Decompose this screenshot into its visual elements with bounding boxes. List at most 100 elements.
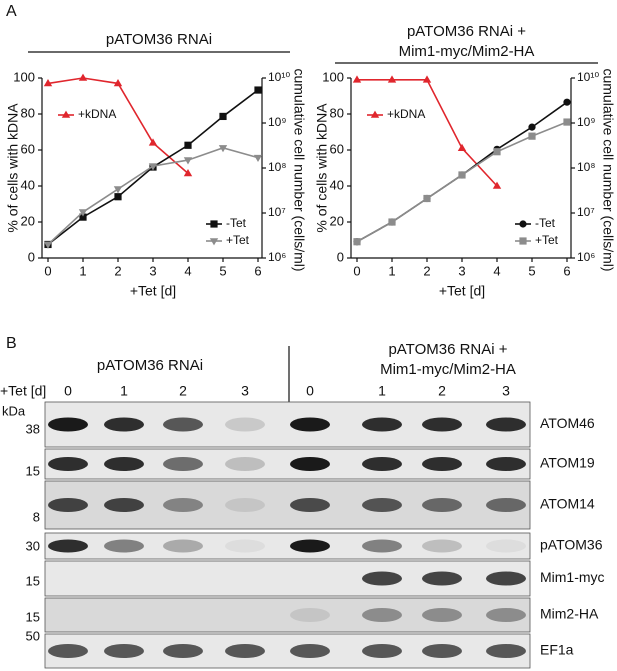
y2-tick-label: 10⁸ (268, 160, 286, 174)
y2-tick-label: 10⁷ (268, 205, 286, 219)
protein-label: Mim1-myc (540, 569, 605, 585)
blot-title: pATOM36 RNAi (97, 357, 203, 374)
legend-label: -Tet (535, 216, 556, 230)
chart-title: pATOM36 RNAi + (407, 23, 526, 40)
data-point (79, 213, 87, 221)
protein-label: ATOM19 (540, 455, 595, 471)
blot-band (290, 608, 330, 622)
blot-band (486, 498, 526, 512)
legend-marker (210, 220, 218, 228)
x-tick-label: 0 (353, 263, 360, 278)
lane-label: 3 (502, 383, 510, 399)
data-point (388, 218, 396, 226)
x-tick-label: 2 (114, 263, 121, 278)
chart-title: Mim1-myc/Mim2-HA (399, 43, 535, 60)
blot-band (48, 644, 88, 658)
blot-band (104, 539, 144, 553)
data-point (78, 209, 88, 217)
blot-band (48, 498, 88, 512)
data-point (113, 79, 123, 87)
x-tick-label: 4 (493, 263, 500, 278)
y-tick-label: 80 (21, 105, 35, 120)
legend-label: +kDNA (387, 107, 425, 121)
y2-tick-label: 10⁶ (268, 250, 286, 264)
protein-label: ATOM14 (540, 496, 595, 512)
data-point (563, 118, 571, 126)
blot-band (225, 644, 265, 658)
data-point (218, 145, 228, 153)
blot-strip (44, 597, 531, 633)
data-point (113, 186, 123, 194)
y-tick-label: 100 (322, 69, 344, 84)
blot-band (104, 644, 144, 658)
y2-tick-label: 10⁸ (577, 160, 595, 174)
data-point (458, 171, 466, 179)
size-marker: 50 (26, 628, 40, 643)
x-axis-label: +Tet [d] (439, 283, 485, 299)
y2-tick-label: 10⁹ (577, 115, 596, 129)
blot-title: pATOM36 RNAi + (388, 341, 507, 358)
blot-band (48, 539, 88, 553)
blot-band (104, 498, 144, 512)
blot-band (225, 457, 265, 471)
x-tick-label: 6 (563, 263, 570, 278)
y2-tick-label: 10¹⁰ (268, 70, 290, 84)
size-marker: 38 (26, 421, 40, 436)
legend-marker (519, 237, 527, 245)
y-tick-label: 100 (13, 69, 35, 84)
blot-band (362, 457, 402, 471)
x-tick-label: 2 (423, 263, 430, 278)
y-axis-label: % of cells with kDNA (314, 103, 330, 233)
chart-title: pATOM36 RNAi (106, 31, 212, 48)
data-point (493, 148, 501, 156)
blot-band (362, 608, 402, 622)
blot-band (290, 539, 330, 553)
protein-label: pATOM36 (540, 537, 603, 553)
x-tick-label: 0 (44, 263, 51, 278)
legend-marker (519, 220, 527, 228)
data-point (148, 163, 158, 171)
panel-label: A (6, 3, 17, 20)
data-point (184, 141, 192, 149)
x-tick-label: 6 (254, 263, 261, 278)
legend-marker (61, 110, 71, 118)
size-marker: 30 (26, 538, 40, 553)
legend-marker (370, 110, 380, 118)
blot-band (422, 457, 462, 471)
blot-band (163, 457, 203, 471)
blot-band (422, 571, 462, 586)
blot-band (225, 498, 265, 512)
y-tick-label: 60 (21, 141, 35, 156)
data-point (43, 241, 53, 249)
y-tick-label: 40 (330, 177, 344, 192)
y-tick-label: 20 (330, 213, 344, 228)
lane-label: 1 (378, 383, 386, 399)
x-tick-label: 4 (184, 263, 191, 278)
kda-label: kDa (2, 403, 26, 418)
blot-band (486, 608, 526, 622)
y2-tick-label: 10⁹ (268, 115, 287, 129)
data-point (492, 181, 502, 189)
x-tick-label: 1 (79, 263, 86, 278)
y-tick-label: 0 (337, 249, 344, 264)
y-tick-label: 60 (330, 141, 344, 156)
blot-band (362, 644, 402, 658)
y-axis-label: % of cells with kDNA (5, 103, 21, 233)
x-axis-label: +Tet [d] (130, 283, 176, 299)
data-point (352, 75, 362, 83)
blot-band (290, 644, 330, 658)
blot-band (422, 417, 462, 432)
lane-label: 2 (179, 383, 187, 399)
blot-title: Mim1-myc/Mim2-HA (380, 361, 516, 378)
y-tick-label: 0 (28, 249, 35, 264)
data-point (183, 157, 193, 165)
data-point (563, 98, 571, 106)
data-point (114, 193, 122, 201)
y-tick-label: 80 (330, 105, 344, 120)
lane-label: 0 (64, 383, 72, 399)
data-point (457, 143, 467, 151)
blot-band (163, 644, 203, 658)
blot-band (225, 417, 265, 432)
blot-band (486, 539, 526, 553)
